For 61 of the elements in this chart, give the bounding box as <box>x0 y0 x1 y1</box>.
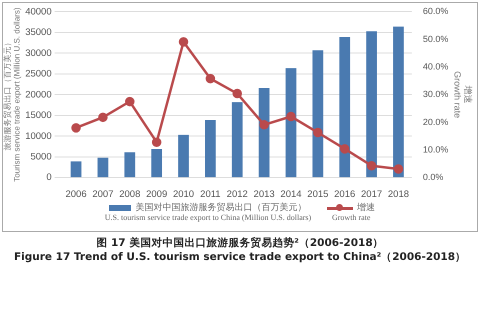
x-tick-label: 2007 <box>92 188 114 200</box>
point <box>313 128 323 138</box>
y-tick-label: 30000 <box>25 48 52 59</box>
point <box>178 37 188 47</box>
y2-tick-label: 40.0% <box>422 61 448 72</box>
point <box>340 144 350 154</box>
y2-tick-label: 30.0% <box>422 89 448 100</box>
y-tick-label: 15000 <box>25 110 52 122</box>
point <box>259 120 269 130</box>
y2-tick-label: 60.0% <box>422 6 448 16</box>
text: Figure 17 Trend of U.S. tourism service trade export to China²（2006-2018） <box>12 250 468 264</box>
bar <box>258 88 270 178</box>
bar <box>339 37 350 178</box>
x-tick-label: 2010 <box>172 188 194 200</box>
y-axis-title: 旅游服务贸易出口（百万美元） Tourism service trade export (Million U.S. dollars) <box>3 7 22 182</box>
y-tick-label: 10000 <box>25 130 52 142</box>
x-tick-label: 2013 <box>254 188 275 200</box>
bar <box>178 134 189 178</box>
bar <box>151 148 162 178</box>
y-tick-label: 25000 <box>25 68 52 80</box>
y2-tick-label: 20.0% <box>422 116 448 127</box>
x-tick-label: 2014 <box>280 188 302 200</box>
bar <box>286 68 296 178</box>
y-tick-label: 20000 <box>25 89 52 100</box>
y2-axis-title: 增速 Growth rate <box>452 71 474 118</box>
bar <box>98 158 108 178</box>
x-tick-label: 2017 <box>361 188 382 200</box>
x-tick-label: 2018 <box>388 188 410 200</box>
x-tick-label: 2016 <box>334 188 356 200</box>
y-tick-label: 5000 <box>30 151 52 162</box>
point <box>394 164 404 174</box>
y-tick-label: 0 <box>46 172 52 184</box>
bar <box>312 50 324 178</box>
x-tick-label: 2006 <box>65 188 87 200</box>
x-tick-label: 2011 <box>200 188 221 200</box>
bar <box>70 161 82 178</box>
x-tick-label: 2009 <box>146 188 168 200</box>
y2-tick-label: 10.0% <box>422 144 448 154</box>
bar <box>205 120 216 178</box>
x-tick-label: 2015 <box>307 188 328 200</box>
point <box>232 88 242 98</box>
point <box>206 74 216 84</box>
x-tick-label: 2008 <box>119 188 140 200</box>
text: 图 17 美国对中国出口旅游服务贸易趋势²（2006-2018） <box>95 236 385 250</box>
point <box>125 96 135 106</box>
y-tick-label: 40000 <box>25 6 52 18</box>
legend-label: 美国对中国旅游服务贸易出口（百万美元） U.S. tourism service trade export to China (Million U.S. dollars) <box>104 203 312 223</box>
point <box>152 137 162 147</box>
point <box>71 123 81 133</box>
point <box>98 112 108 122</box>
bar <box>393 26 404 178</box>
point <box>286 112 296 122</box>
bar <box>366 31 377 178</box>
bar <box>232 102 243 178</box>
point <box>366 160 376 170</box>
x-tick-label: 2012 <box>226 188 248 200</box>
y2-tick-label: 0.0% <box>422 172 444 182</box>
y-tick-label: 35000 <box>25 27 52 38</box>
legend-label: 增速 Growth rate <box>332 203 376 223</box>
y2-tick-label: 50.0% <box>422 34 448 44</box>
bar <box>124 152 136 178</box>
